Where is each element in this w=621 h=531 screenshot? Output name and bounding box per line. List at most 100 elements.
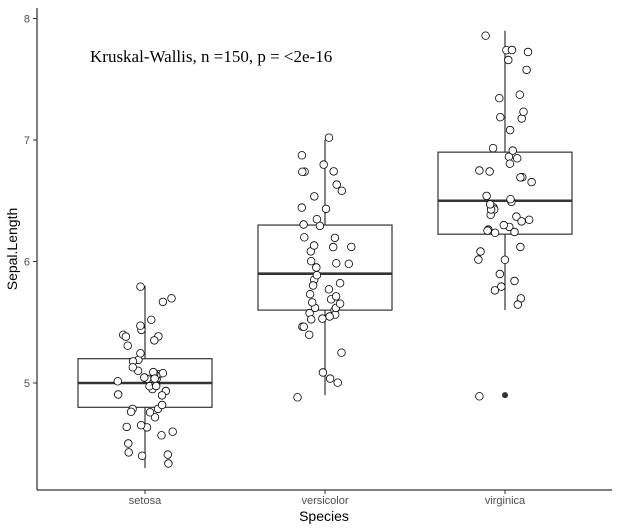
- data-point-virginica: [516, 242, 525, 252]
- box-versicolor: [257, 224, 393, 311]
- data-point-versicolor: [330, 233, 340, 243]
- data-point-versicolor: [335, 299, 345, 308]
- data-point-versicolor: [333, 378, 342, 387]
- data-point-versicolor: [337, 186, 346, 195]
- data-point-virginica: [500, 255, 510, 264]
- data-point-versicolor: [319, 160, 328, 169]
- data-point-versicolor: [318, 314, 327, 323]
- data-point-setosa: [136, 349, 145, 358]
- x-axis-title: Species: [299, 508, 349, 524]
- data-point-setosa: [151, 381, 161, 391]
- data-point-virginica: [497, 282, 506, 291]
- y-tick-label: 6: [24, 257, 30, 269]
- data-point-setosa: [157, 400, 167, 410]
- jitter-points-layer: [113, 31, 536, 468]
- data-point-versicolor: [324, 285, 334, 294]
- outlier-point-virginica: [502, 392, 508, 399]
- data-point-setosa: [124, 448, 133, 457]
- data-point-virginica: [475, 392, 484, 401]
- data-point-versicolor: [298, 167, 307, 176]
- data-point-setosa: [137, 451, 147, 460]
- data-point-versicolor: [318, 368, 328, 377]
- data-point-virginica: [515, 90, 524, 99]
- x-tick-label-setosa: setosa: [129, 495, 162, 507]
- data-point-virginica: [512, 212, 521, 221]
- data-point-virginica: [496, 112, 505, 122]
- data-point-setosa: [136, 321, 145, 330]
- ticks-layer: 5 6 7 8 setosa versicolor virginica: [24, 14, 526, 508]
- data-point-versicolor: [305, 330, 314, 339]
- data-point-setosa: [124, 439, 133, 448]
- data-point-virginica: [482, 191, 491, 201]
- data-point-virginica: [474, 255, 483, 264]
- data-point-virginica: [475, 166, 484, 175]
- data-point-versicolor: [312, 263, 321, 272]
- data-point-setosa: [168, 427, 177, 436]
- data-point-versicolor: [297, 151, 307, 160]
- data-point-virginica: [490, 286, 500, 295]
- data-point-virginica: [523, 47, 533, 57]
- data-point-virginica: [517, 217, 526, 226]
- data-point-setosa: [126, 407, 136, 416]
- data-point-virginica: [505, 159, 515, 168]
- data-point-setosa: [145, 408, 155, 417]
- data-point-virginica: [495, 269, 504, 279]
- data-point-setosa: [150, 413, 160, 422]
- x-tick-label-virginica: virginica: [485, 495, 526, 507]
- data-point-versicolor: [305, 290, 315, 299]
- data-point-versicolor: [297, 203, 306, 212]
- data-point-virginica: [505, 125, 515, 135]
- data-point-virginica: [485, 200, 495, 209]
- data-point-versicolor: [331, 292, 341, 301]
- data-point-setosa: [150, 374, 159, 383]
- box-virginica: [437, 151, 573, 235]
- data-point-versicolor: [299, 220, 308, 229]
- data-point-virginica: [510, 276, 519, 286]
- data-point-virginica: [522, 65, 531, 75]
- data-point-setosa: [122, 422, 131, 432]
- data-point-versicolor: [312, 271, 322, 280]
- data-point-virginica: [507, 45, 517, 55]
- data-point-versicolor: [325, 374, 335, 383]
- data-point-virginica: [525, 215, 534, 224]
- data-point-versicolor: [329, 242, 338, 252]
- data-point-setosa: [167, 294, 176, 303]
- data-point-setosa: [123, 341, 132, 350]
- data-point-setosa: [121, 332, 131, 341]
- x-tick-label-versicolor: versicolor: [301, 495, 348, 507]
- data-point-versicolor: [307, 315, 316, 324]
- data-point-setosa: [113, 390, 123, 399]
- y-tick-label: 8: [24, 14, 30, 26]
- data-point-versicolor: [309, 241, 319, 250]
- data-point-versicolor: [332, 180, 341, 189]
- data-point-setosa: [136, 282, 145, 291]
- data-point-versicolor: [344, 259, 353, 268]
- data-point-setosa: [128, 363, 137, 372]
- data-point-versicolor: [312, 214, 322, 224]
- data-point-versicolor: [329, 167, 338, 176]
- data-point-virginica: [516, 173, 525, 182]
- data-point-virginica: [490, 228, 500, 237]
- data-point-virginica: [527, 177, 536, 187]
- data-point-virginica: [483, 226, 492, 235]
- data-point-virginica: [481, 31, 490, 40]
- data-point-virginica: [488, 143, 498, 153]
- data-point-virginica: [476, 247, 485, 256]
- data-point-virginica: [504, 55, 513, 65]
- data-point-virginica: [519, 107, 528, 116]
- data-point-versicolor: [347, 242, 356, 252]
- data-point-versicolor: [337, 348, 346, 357]
- data-point-setosa: [113, 377, 122, 386]
- data-point-versicolor: [335, 279, 345, 288]
- data-point-setosa: [150, 336, 159, 345]
- data-point-setosa: [163, 450, 172, 459]
- data-point-virginica: [513, 154, 522, 163]
- y-axis-title: Sepal.Length: [4, 208, 20, 291]
- data-point-versicolor: [310, 192, 319, 201]
- data-point-versicolor: [307, 257, 316, 266]
- data-point-setosa: [147, 315, 156, 324]
- data-point-virginica: [485, 167, 494, 176]
- data-point-setosa: [164, 459, 173, 468]
- data-point-virginica: [510, 227, 519, 237]
